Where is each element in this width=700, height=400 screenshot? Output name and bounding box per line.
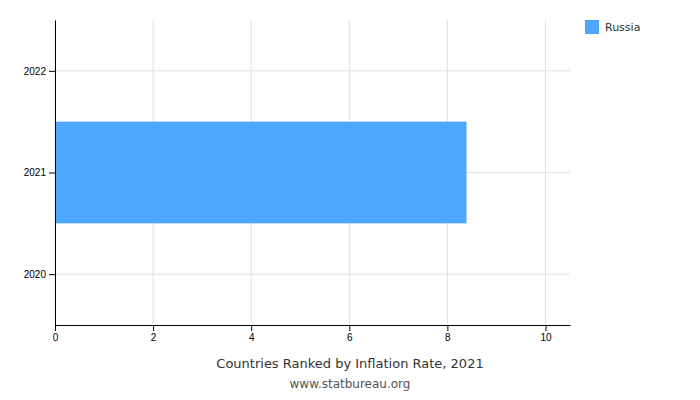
tick-mark <box>251 325 252 331</box>
tick-label: 6 <box>347 332 353 343</box>
legend-swatch <box>585 20 599 34</box>
tick-mark <box>349 325 350 331</box>
plot: 0 2 4 6 8 10 2020 2021 2022 <box>24 20 571 343</box>
tick-label: 0 <box>53 332 59 343</box>
grid <box>55 20 570 325</box>
tick-mark <box>447 325 448 331</box>
legend: Russia <box>585 20 640 34</box>
tick: 2 <box>151 325 157 343</box>
tick: 2021 <box>24 167 55 178</box>
tick-mark <box>49 173 55 174</box>
tick: 2020 <box>24 269 55 280</box>
axis-line <box>56 325 571 326</box>
tick: 8 <box>445 325 451 343</box>
legend-label: Russia <box>605 21 640 34</box>
legend-item: Russia <box>585 20 640 34</box>
tick-mark <box>55 325 56 331</box>
grid-line <box>55 70 570 71</box>
tick-mark <box>49 71 55 72</box>
axis-line <box>55 21 56 326</box>
tick-label: 2022 <box>24 66 47 77</box>
tick-mark <box>49 274 55 275</box>
bars <box>55 122 467 224</box>
y-axis: 2020 2021 2022 <box>24 21 56 326</box>
tick-label: 2020 <box>24 269 47 280</box>
tick-label: 2 <box>151 332 157 343</box>
grid-line <box>55 274 570 275</box>
tick-mark <box>153 325 154 331</box>
title: Countries Ranked by Inflation Rate, 2021 <box>216 356 483 371</box>
tick: 6 <box>347 325 353 343</box>
bar <box>55 122 467 224</box>
tick-label: 10 <box>540 332 552 343</box>
tick-label: 2021 <box>24 167 47 178</box>
chart: 0 2 4 6 8 10 2020 2021 2022 Russia Countries Ranke… <box>0 0 700 400</box>
tick-label: 4 <box>249 332 255 343</box>
tick-mark <box>545 325 546 331</box>
tick: 10 <box>540 325 552 343</box>
tick-label: 8 <box>445 332 451 343</box>
tick: 0 <box>53 325 59 343</box>
tick: 2022 <box>24 66 55 77</box>
x-axis: 0 2 4 6 8 10 <box>53 325 571 343</box>
tick: 4 <box>249 325 255 343</box>
subtitle: www.statbureau.org <box>290 377 411 391</box>
